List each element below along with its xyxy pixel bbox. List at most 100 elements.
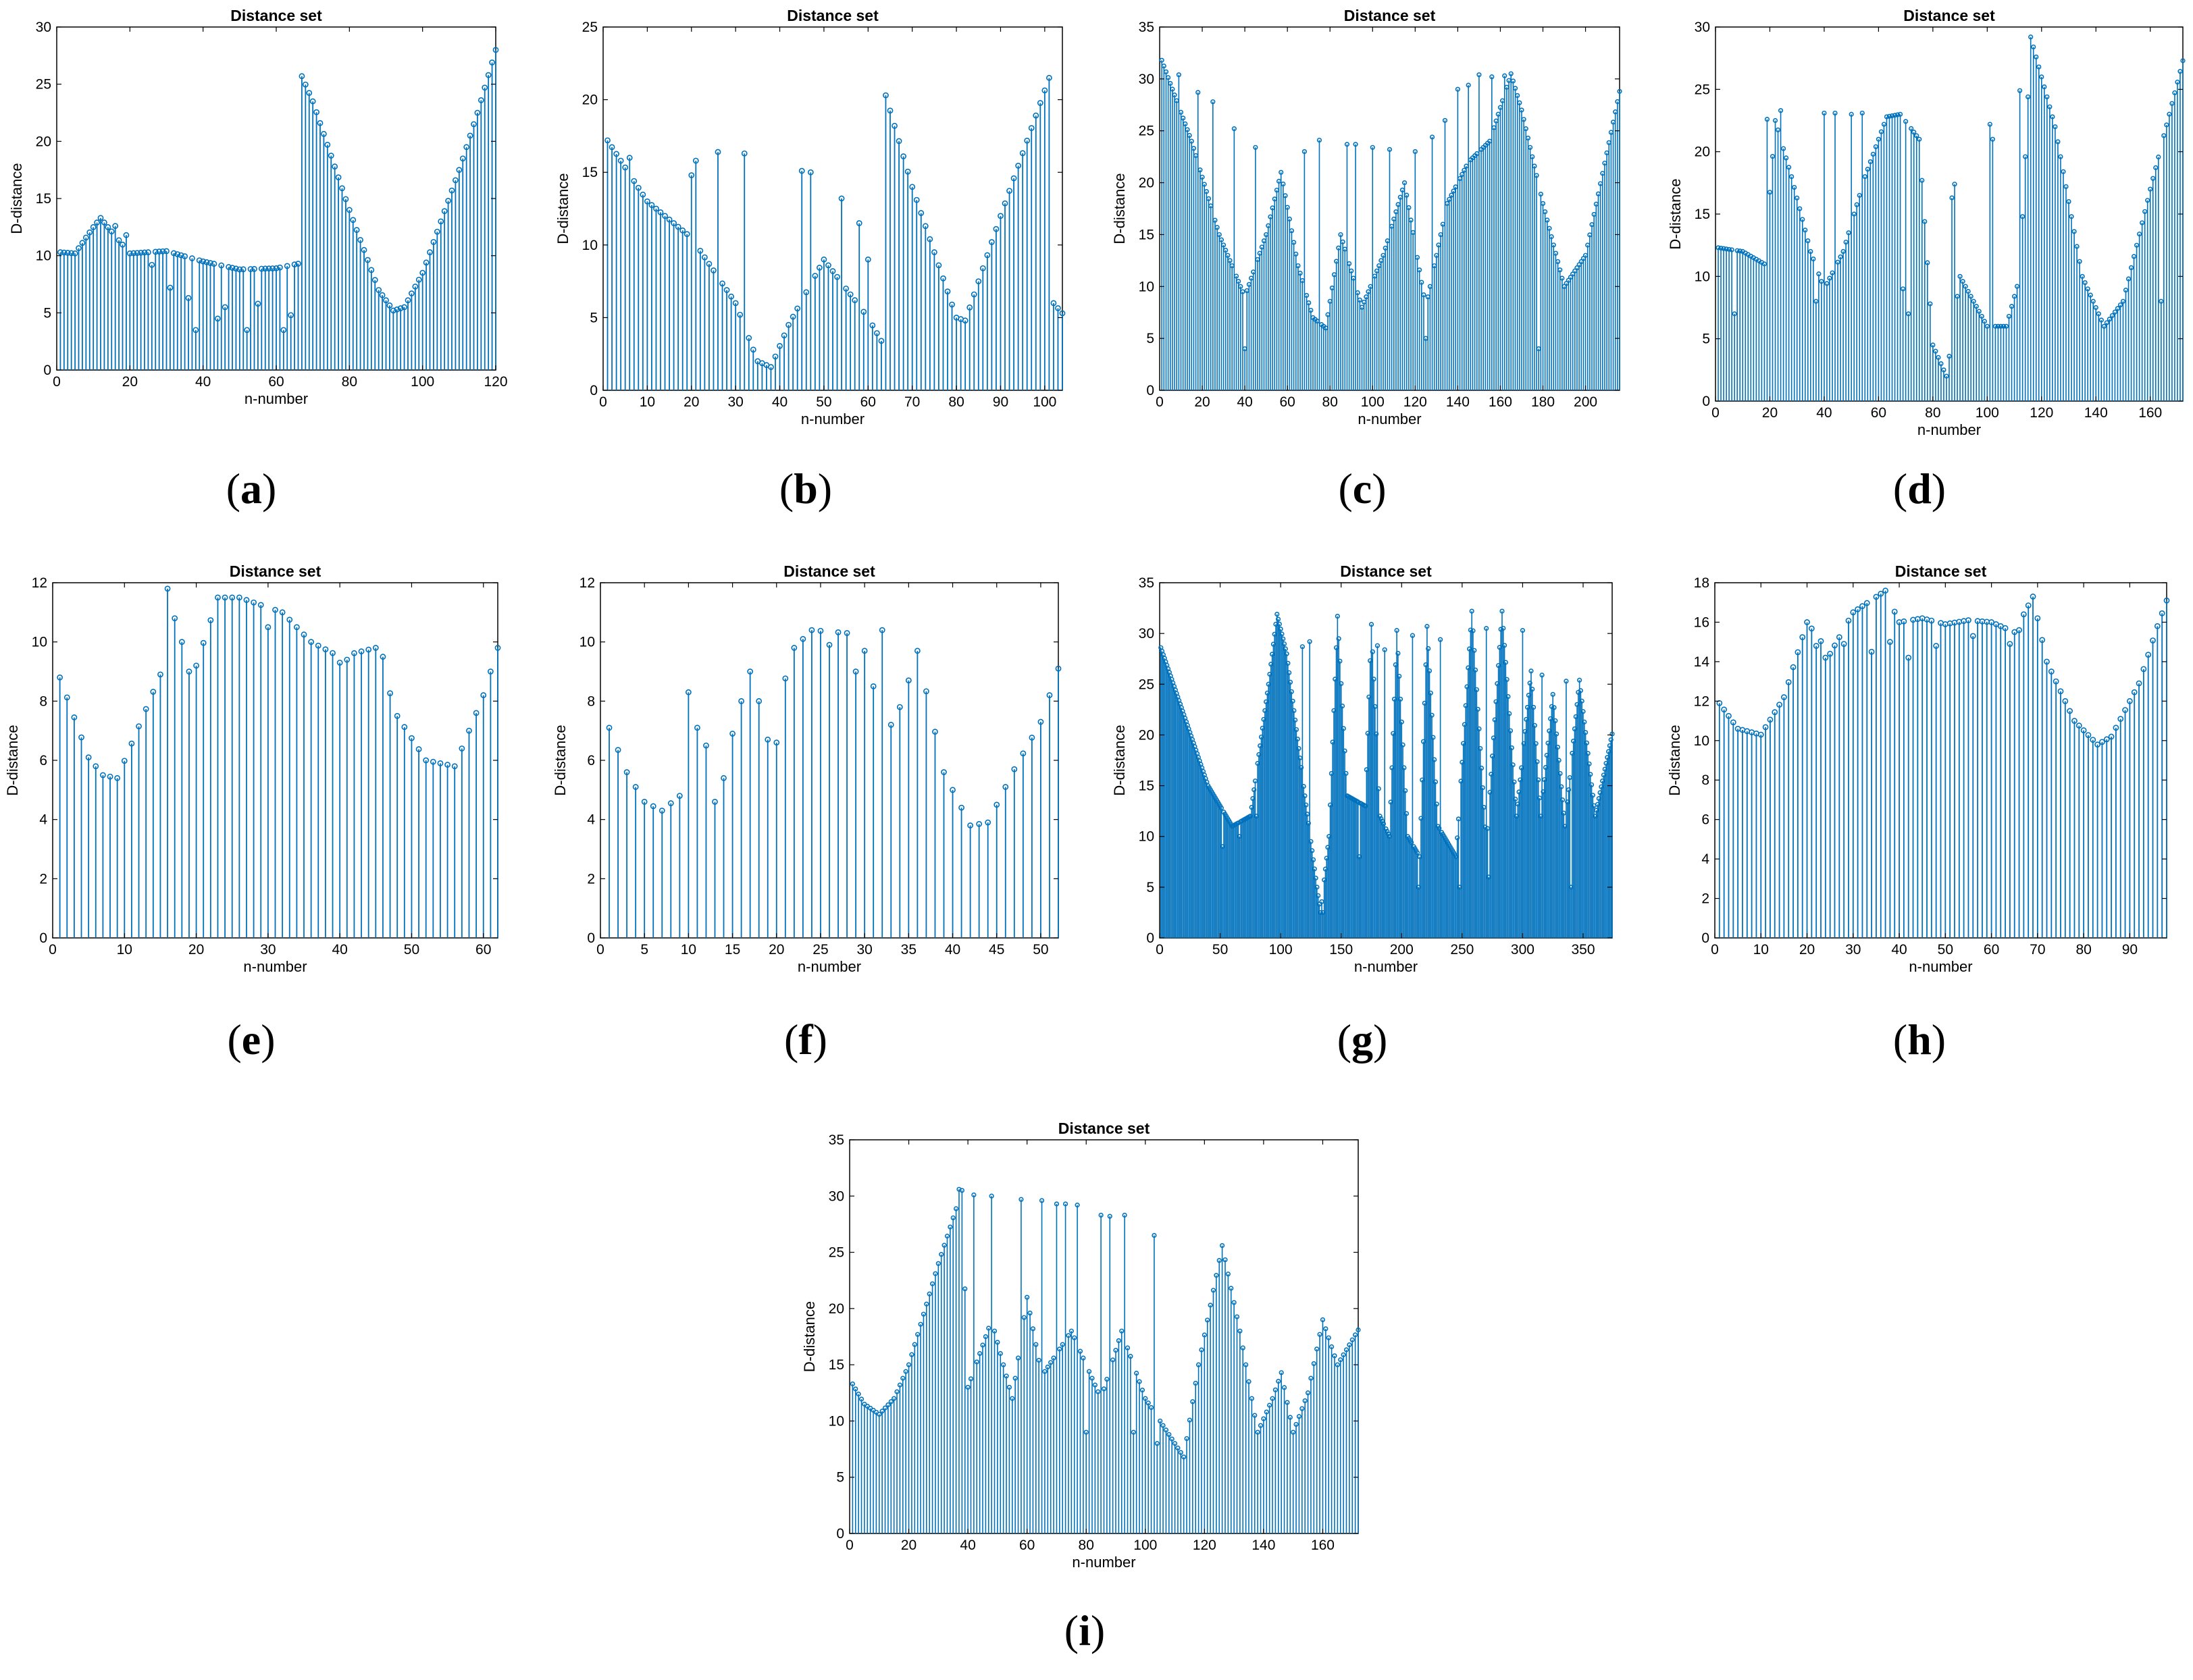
stem-marker: [1938, 361, 1944, 367]
stem-marker: [1737, 248, 1743, 254]
stem-marker: [1408, 217, 1414, 223]
y-tick-label: 25: [829, 1245, 844, 1261]
stem-marker: [244, 327, 251, 334]
stem-marker: [222, 304, 228, 311]
stem-marker: [1279, 1370, 1284, 1375]
stem-marker: [1220, 242, 1227, 248]
stem-marker: [1193, 1380, 1198, 1386]
stem-marker: [1342, 748, 1347, 754]
stem-marker: [1998, 323, 2004, 329]
stem-marker: [2101, 323, 2107, 329]
stem-marker: [904, 168, 911, 175]
stem-marker: [1304, 802, 1309, 808]
y-tick-label: 35: [1139, 575, 1154, 591]
stem-marker: [1469, 608, 1474, 614]
stem-marker: [2080, 273, 2085, 279]
stem-marker: [631, 178, 638, 184]
stem-marker: [903, 1369, 908, 1374]
stem-marker: [1484, 626, 1489, 631]
x-tick-label: 60: [1279, 394, 1295, 410]
stem-marker: [817, 627, 824, 634]
stem-marker: [1577, 677, 1582, 683]
stem-marker: [1984, 323, 1990, 329]
stem-marker: [1238, 284, 1243, 289]
stem-marker: [2167, 111, 2172, 117]
stem-marker: [2026, 94, 2031, 100]
x-tick-label: 140: [1446, 394, 1470, 410]
stem-marker: [1011, 766, 1018, 772]
stem-marker: [1314, 1346, 1320, 1352]
stem-marker: [1212, 217, 1218, 223]
stem-marker: [1549, 234, 1554, 240]
stem-marker: [1909, 126, 1914, 131]
stem-marker: [1995, 323, 2001, 329]
stem-marker: [2085, 732, 2092, 738]
stem-marker: [1368, 622, 1374, 627]
stem-marker: [1172, 1441, 1178, 1446]
stem-marker: [258, 265, 265, 272]
stem-marker: [1504, 677, 1510, 682]
stem-marker: [1397, 696, 1403, 702]
x-tick-label: 30: [727, 394, 743, 410]
stem-marker: [330, 650, 336, 656]
panel-label-close-paren: ): [1373, 1016, 1387, 1064]
stem-marker: [1987, 122, 1992, 127]
stem-marker: [968, 1376, 974, 1382]
x-tick-label: 20: [1762, 405, 1778, 421]
stem-marker: [68, 250, 75, 257]
stem-marker: [376, 287, 382, 293]
stem-marker: [438, 218, 444, 225]
stem-marker: [265, 624, 272, 631]
stem-marker: [1730, 719, 1736, 726]
x-tick-label: 140: [1252, 1538, 1275, 1553]
stem-marker: [1020, 750, 1027, 757]
stem-marker: [1183, 121, 1188, 126]
stem-marker: [1963, 284, 1968, 289]
stem-marker: [694, 725, 700, 731]
stem-marker: [1349, 1337, 1355, 1342]
stem-marker: [126, 250, 133, 257]
stem-marker: [1252, 787, 1257, 793]
stem-marker: [2034, 615, 2041, 621]
stem-marker: [1308, 1375, 1314, 1381]
stem-marker: [2085, 286, 2090, 292]
y-tick-label: 15: [582, 165, 598, 180]
stem-marker: [1145, 1400, 1151, 1406]
stem-marker: [2096, 311, 2101, 317]
panel-label-close-paren: ): [818, 465, 832, 513]
stem-marker: [2150, 637, 2156, 644]
stem-marker: [657, 209, 664, 215]
stem-marker: [1202, 1332, 1207, 1338]
stem-marker: [909, 1352, 914, 1357]
stem-marker: [1119, 1328, 1125, 1334]
x-axis-label: n-number: [1909, 958, 1972, 975]
stem-marker: [397, 305, 404, 311]
stem-marker: [685, 689, 692, 695]
stem-marker: [2023, 154, 2028, 159]
panel-label-close-paren: ): [1372, 465, 1386, 513]
stem-marker: [1530, 154, 1535, 159]
stem-marker: [269, 265, 276, 271]
chart-title: Distance set: [787, 7, 879, 24]
stem-marker: [1508, 71, 1514, 76]
stem-marker: [2175, 79, 2180, 85]
stem-marker: [1409, 840, 1414, 845]
stem-marker: [2077, 259, 2082, 264]
stem-marker: [2017, 88, 2023, 93]
stem-marker: [993, 226, 1000, 232]
stem-marker: [1312, 866, 1317, 872]
stem-marker: [123, 232, 130, 238]
stem-marker: [401, 724, 408, 731]
y-tick-label: 8: [1701, 772, 1709, 788]
panel-label-close-paren: ): [261, 1016, 275, 1064]
stem-marker: [1545, 217, 1550, 223]
stem-marker: [1187, 132, 1192, 138]
x-axis-label: n-number: [1354, 958, 1418, 975]
stem-marker: [313, 109, 319, 115]
y-tick-label: 30: [36, 20, 51, 35]
y-tick-label: 25: [36, 77, 51, 93]
stem-marker: [1019, 150, 1026, 157]
stem-marker: [1868, 648, 1875, 655]
y-tick-label: 10: [32, 635, 47, 650]
